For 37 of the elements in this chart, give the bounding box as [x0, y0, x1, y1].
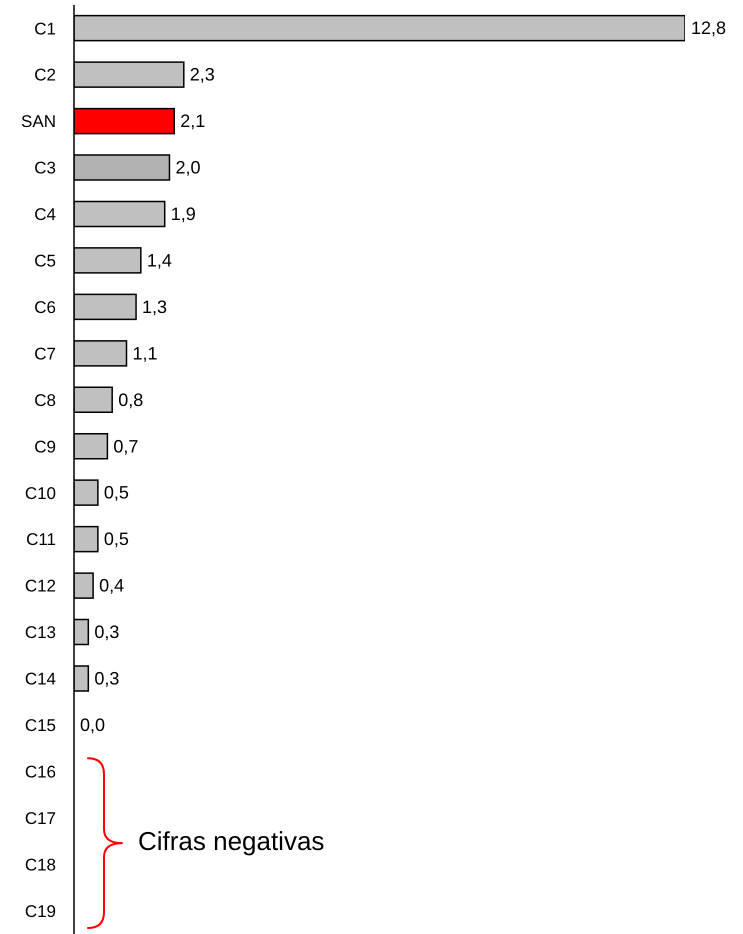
- annotation: Cifras negativas: [138, 826, 324, 858]
- data-label: 0,4: [99, 576, 124, 596]
- data-label: 1,9: [170, 204, 196, 224]
- y-tick-label: C5: [34, 252, 56, 271]
- y-tick-label: C14: [24, 670, 56, 689]
- data-label: 2,0: [175, 158, 200, 178]
- data-label: 0,3: [94, 622, 120, 642]
- data-label: 0,3: [94, 668, 120, 689]
- y-tick-label: C16: [24, 762, 56, 782]
- y-tick-label: C10: [24, 484, 56, 503]
- data-label: 0,7: [113, 436, 138, 456]
- data-label: 12,8: [691, 18, 726, 38]
- y-tick-label: C19: [24, 902, 56, 921]
- data-label: 1,4: [146, 250, 172, 270]
- data-label: 0,8: [118, 390, 144, 410]
- data-label: 0,0: [80, 714, 106, 735]
- y-tick-label: C7: [34, 344, 56, 364]
- data-label: 0,5: [104, 482, 129, 503]
- y-tick-label: C11: [26, 530, 56, 550]
- y-tick-label: C1: [34, 19, 56, 38]
- data-label: 1,3: [142, 296, 168, 317]
- y-tick-label: C13: [24, 623, 56, 642]
- data-label: 1,1: [132, 343, 158, 364]
- y-tick-label: C18: [24, 855, 56, 874]
- y-tick-label: C17: [24, 808, 56, 828]
- y-tick-label: C4: [34, 205, 56, 224]
- y-tick-label: SAN: [21, 112, 56, 132]
- y-tick-label: C3: [34, 158, 56, 178]
- y-tick-label: C9: [34, 437, 56, 456]
- y-tick-label: C2: [34, 66, 56, 85]
- data-label: 0,5: [104, 529, 129, 550]
- data-label: 2,1: [180, 111, 206, 132]
- y-tick-label: C12: [24, 576, 56, 596]
- y-tick-label: C15: [24, 716, 56, 736]
- y-tick-label: C8: [34, 390, 56, 410]
- data-label: 2,3: [190, 64, 215, 85]
- y-tick-label: C6: [34, 298, 56, 317]
